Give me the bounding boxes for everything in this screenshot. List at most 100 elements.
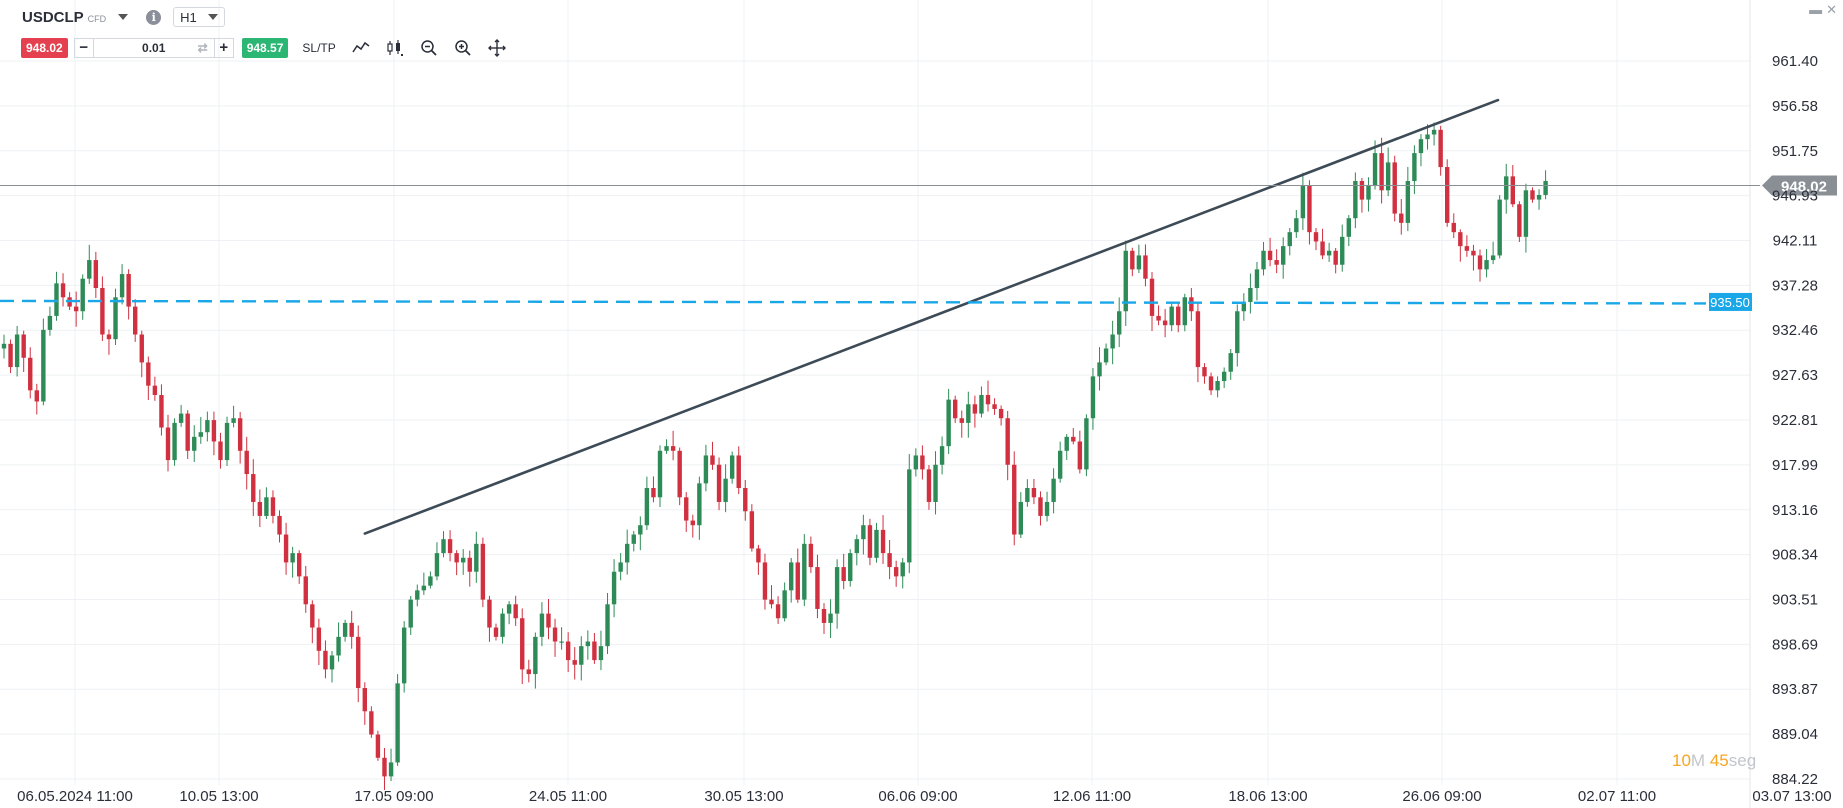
candle-down	[1307, 185, 1312, 233]
quantity-input[interactable]: 0.01 ⇄	[92, 39, 215, 57]
price-tick-label: 937.28	[1772, 277, 1818, 294]
info-icon[interactable]: i	[146, 9, 162, 25]
decrease-button[interactable]: −	[79, 39, 89, 56]
price-tick-label: 946.93	[1772, 188, 1818, 205]
candle-down	[841, 567, 846, 582]
candle-up	[1405, 181, 1411, 223]
time-tick-label: 03.07 13:00	[1752, 788, 1831, 805]
candle-down	[985, 394, 991, 405]
candle-up	[644, 488, 650, 526]
candle-down	[454, 553, 459, 563]
timer-seconds: 45	[1709, 751, 1729, 770]
candlestick-icon[interactable]	[386, 39, 404, 57]
candle-down	[1451, 222, 1456, 233]
candle-up	[828, 613, 833, 623]
candle-up	[605, 604, 610, 647]
candle-up	[1497, 199, 1502, 256]
timeframe-select[interactable]: H1	[173, 7, 226, 27]
candle-down	[270, 497, 276, 516]
candle-up	[1326, 250, 1332, 256]
candle-down	[677, 450, 682, 498]
candle-up	[979, 394, 984, 414]
candle-down	[953, 399, 958, 419]
line-chart-icon[interactable]	[352, 39, 370, 57]
candle-down	[211, 420, 217, 442]
zoom-in-icon[interactable]	[454, 39, 472, 57]
candle-up	[1064, 436, 1069, 451]
time-axis: 06.05.2024 11:00 10.05 13:00 17.05 09:00 24…	[17, 788, 1831, 805]
sell-button[interactable]: 948.02	[21, 38, 68, 58]
level-tag-bg	[1709, 292, 1752, 311]
candle-up	[113, 297, 118, 340]
candle-down	[1477, 255, 1483, 270]
candle-up	[1340, 236, 1345, 265]
candle-up	[907, 469, 912, 563]
candle-down	[106, 334, 112, 340]
candle-up	[585, 641, 591, 647]
candle-up	[1228, 353, 1233, 372]
candle-up	[198, 432, 203, 437]
candle-down	[1071, 436, 1076, 442]
candle-up	[1097, 362, 1102, 377]
candle-up	[329, 655, 335, 670]
time-tick-label: 17.05 09:00	[354, 788, 433, 805]
current-price-tag: 948.02	[1762, 175, 1837, 196]
candle-up	[1346, 218, 1351, 237]
sl-tp-button[interactable]: SL/TP	[302, 41, 336, 55]
close-icon[interactable]: ✕	[1826, 2, 1837, 17]
candle-up	[336, 636, 341, 656]
quantity-value: 0.01	[142, 41, 166, 55]
candle-up	[900, 562, 905, 577]
candle-up	[664, 446, 669, 451]
candle-down	[139, 334, 144, 363]
buy-button[interactable]: 948.57	[241, 38, 289, 58]
candle-down	[1143, 255, 1148, 279]
candle-down	[1195, 311, 1201, 368]
candle-up	[1057, 450, 1063, 479]
candle-down	[257, 501, 263, 516]
candle-down	[100, 287, 105, 335]
candle-up	[1051, 478, 1056, 502]
candle-down	[34, 390, 39, 402]
candle-down	[310, 604, 315, 628]
symbol-name[interactable]: USDCLP	[22, 8, 84, 26]
time-tick-label: 18.06 13:00	[1228, 788, 1307, 805]
sync-icon[interactable]: ⇄	[197, 41, 208, 55]
candle-down	[487, 599, 492, 628]
candle-up	[205, 420, 210, 433]
chart-grid	[0, 0, 1751, 808]
price-tick-label: 927.63	[1772, 367, 1818, 384]
minimize-icon[interactable]: ▬	[1809, 2, 1823, 17]
move-icon[interactable]	[487, 39, 506, 57]
candle-up	[1248, 287, 1253, 302]
candle-up	[54, 283, 59, 316]
quantity-stepper[interactable]: − 0.01 ⇄ +	[73, 38, 234, 58]
candle-up	[1418, 139, 1424, 154]
candle-up	[1084, 418, 1089, 470]
zoom-out-icon[interactable]	[420, 39, 438, 57]
increase-button[interactable]: +	[219, 39, 229, 56]
candle-up	[933, 464, 938, 502]
candle-up	[428, 576, 433, 586]
candle-up	[342, 622, 348, 637]
candle-up	[1215, 381, 1220, 391]
candle-down	[552, 627, 558, 642]
candle-down	[1077, 441, 1083, 470]
candle-down	[126, 274, 131, 307]
trendline	[363, 98, 1500, 535]
candle-down	[670, 446, 676, 451]
candle-down	[887, 553, 892, 568]
candle-up	[231, 418, 236, 423]
candle-down	[93, 260, 99, 288]
candle-up	[1294, 218, 1299, 233]
candle-down	[165, 427, 171, 461]
symbol-dropdown-icon[interactable]	[118, 14, 129, 20]
candle-down	[1399, 213, 1404, 223]
timer-minutes-unit: M	[1690, 751, 1706, 770]
price-tick-label: 893.87	[1772, 681, 1818, 698]
candle-down	[546, 613, 551, 628]
price-tick-label: 908.34	[1772, 547, 1818, 564]
candle-up	[224, 422, 230, 461]
price-tick-label: 917.99	[1772, 457, 1818, 474]
